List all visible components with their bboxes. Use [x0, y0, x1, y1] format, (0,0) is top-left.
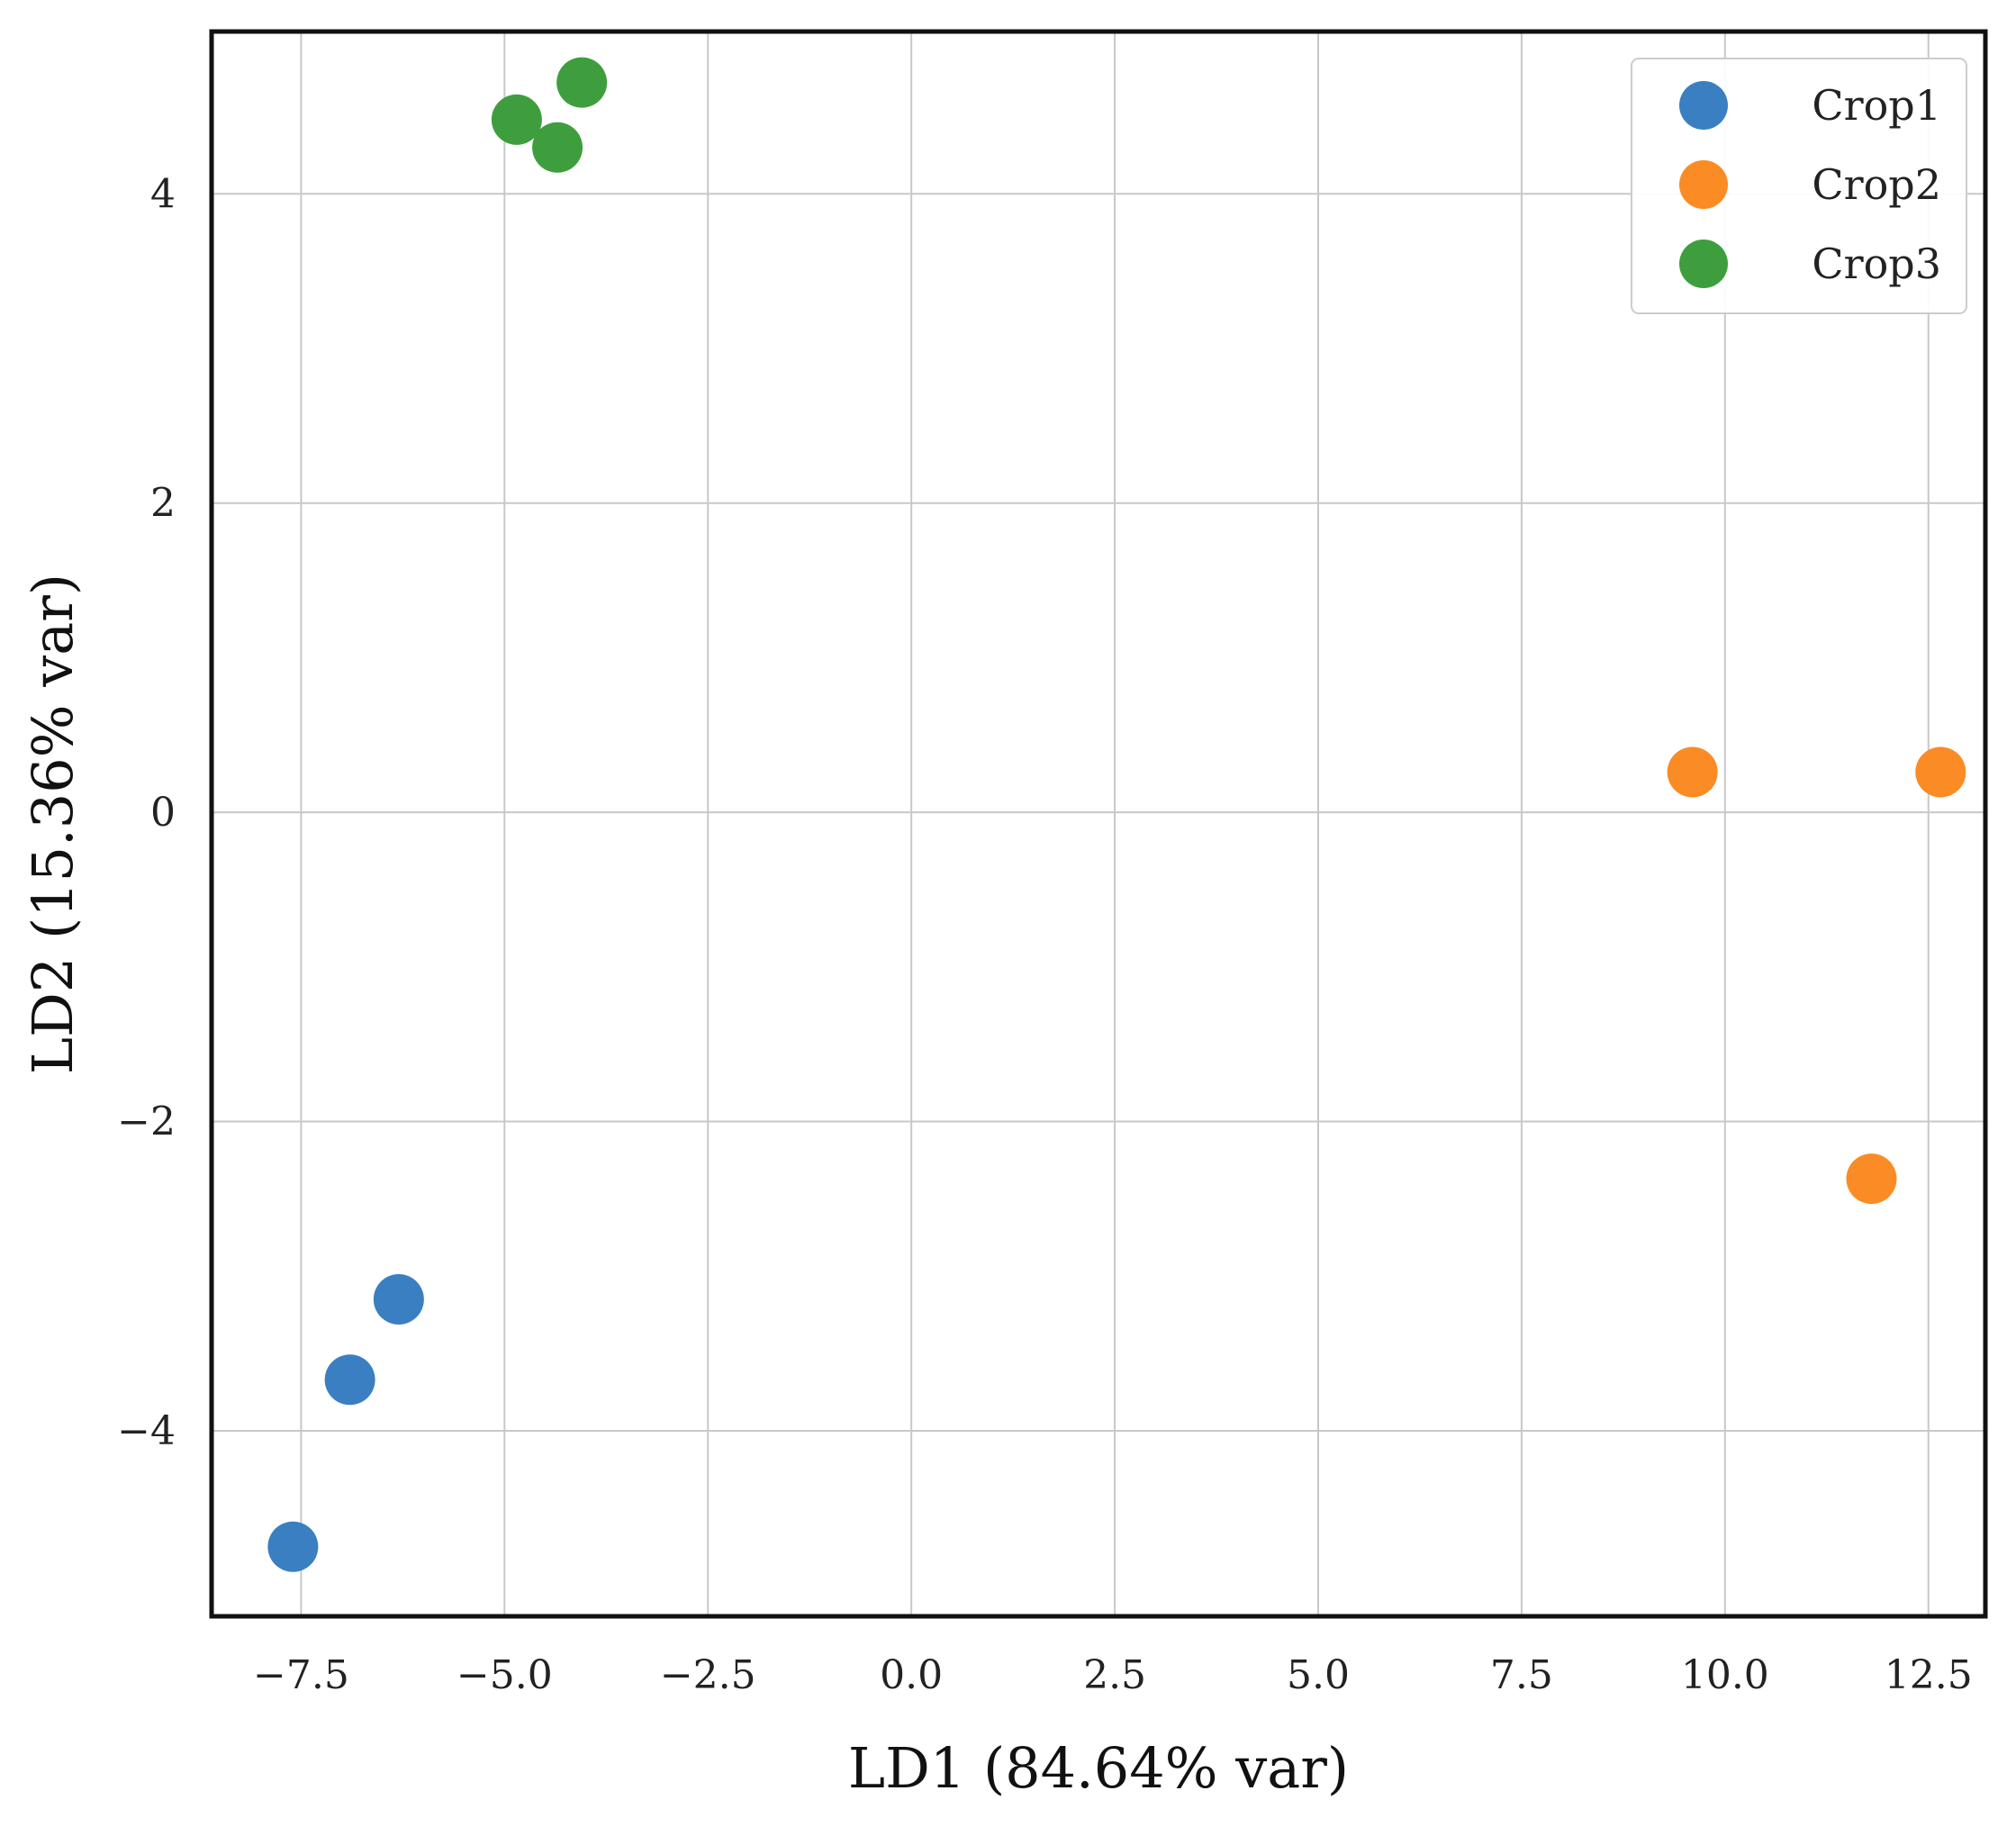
x-tick-label: −7.5 — [253, 1652, 349, 1698]
legend-label-crop3: Crop3 — [1812, 240, 1941, 288]
y-tick-label: 4 — [150, 171, 176, 217]
legend-marker-crop2 — [1679, 160, 1728, 209]
scatter-point-crop3 — [556, 57, 608, 108]
scatter-point-crop2 — [1846, 1153, 1897, 1205]
legend-marker-crop3 — [1679, 240, 1728, 288]
x-tick-label: 10.0 — [1681, 1652, 1769, 1698]
y-tick-labels: −4 −2 0 2 4 — [117, 171, 176, 1454]
y-axis-label: LD2 (15.36% var) — [20, 574, 86, 1074]
scatter-point-crop2 — [1915, 746, 1966, 798]
plot-frame — [209, 29, 1988, 1619]
x-tick-label: 5.0 — [1287, 1652, 1350, 1698]
scatter-point-crop2 — [1667, 746, 1718, 798]
x-tick-labels: −7.5 −5.0 −2.5 0.0 2.5 5.0 7.5 10.0 12.5 — [253, 1652, 1973, 1698]
y-tick-label: 0 — [150, 790, 176, 836]
data-points — [267, 57, 1966, 1572]
legend-marker-crop1 — [1679, 81, 1728, 130]
x-tick-label: 12.5 — [1885, 1652, 1973, 1698]
scatter-point-crop3 — [491, 94, 542, 145]
x-tick-label: 0.0 — [880, 1652, 943, 1698]
legend-label-crop1: Crop1 — [1812, 81, 1941, 130]
legend-label-crop2: Crop2 — [1812, 160, 1941, 209]
scatter-point-crop1 — [267, 1521, 319, 1572]
scatter-point-crop3 — [532, 122, 583, 173]
x-tick-label: −5.0 — [457, 1652, 553, 1698]
x-tick-label: −2.5 — [660, 1652, 756, 1698]
y-tick-label: −2 — [117, 1099, 176, 1145]
x-tick-label: 7.5 — [1490, 1652, 1553, 1698]
scatter-point-crop1 — [373, 1274, 424, 1325]
scatter-point-crop1 — [324, 1354, 375, 1406]
x-tick-label: 2.5 — [1083, 1652, 1146, 1698]
x-axis-label: LD1 (84.64% var) — [848, 1735, 1349, 1801]
y-tick-label: 2 — [150, 481, 176, 527]
legend: Crop1 Crop2 Crop3 — [1631, 58, 1967, 314]
y-tick-label: −4 — [117, 1408, 176, 1454]
